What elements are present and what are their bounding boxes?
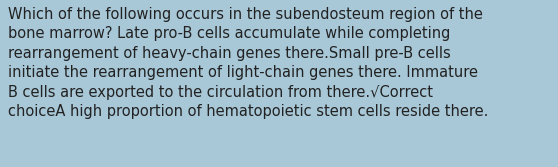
Text: Which of the following occurs in the subendosteum region of the
bone marrow? Lat: Which of the following occurs in the sub… — [8, 7, 488, 119]
